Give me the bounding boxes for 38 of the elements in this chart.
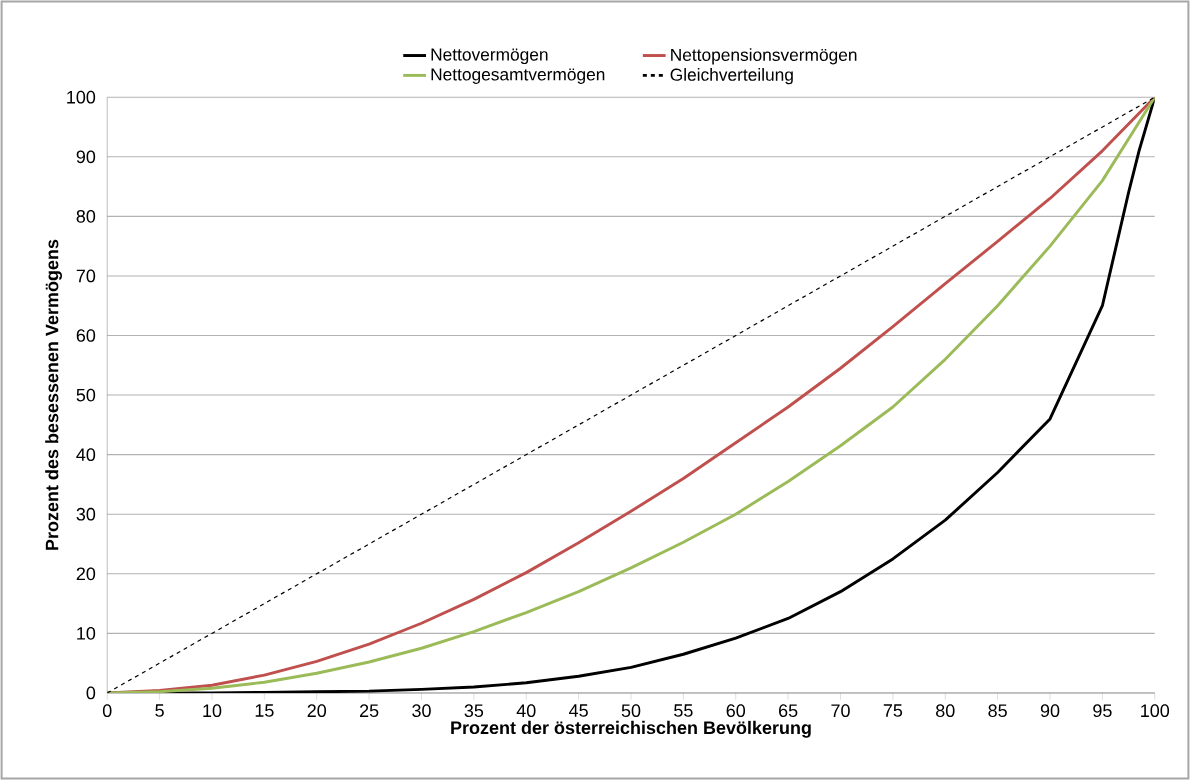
legend-label: Nettogesamtvermögen: [431, 68, 605, 84]
y-tick-label: 30: [76, 507, 96, 521]
x-tick-label: 40: [516, 704, 536, 717]
x-tick-label: 30: [412, 704, 431, 717]
x-tick-label: 50: [621, 704, 641, 717]
legend-label: Nettovermögen: [431, 48, 548, 64]
x-tick-label: 25: [360, 704, 379, 717]
y-tick-label: 80: [76, 209, 96, 223]
x-tick-label: 60: [726, 704, 746, 717]
y-tick-label: 20: [76, 567, 96, 581]
x-tick-label: 35: [464, 704, 484, 717]
y-tick-label: 0: [86, 686, 96, 700]
y-tick-label: 10: [77, 626, 96, 640]
legend-label: Gleichverteilung: [670, 68, 793, 85]
y-tick-label: 60: [76, 329, 96, 342]
y-axis-title: Prozent des besessenen Vermögens: [45, 239, 63, 550]
y-tick-label: 90: [76, 150, 96, 164]
x-tick-label: 80: [936, 704, 955, 717]
legend-label: Nettopensionsvermögen: [671, 48, 857, 65]
x-tick-label: 10: [203, 704, 222, 717]
x-tick-label: 5: [155, 704, 164, 717]
x-axis-title: Prozent der österreichischen Bevölkerung: [451, 720, 811, 738]
x-tick-label: 90: [1040, 704, 1060, 717]
x-tick-label: 65: [779, 704, 798, 717]
y-tick-label: 70: [76, 269, 96, 283]
x-tick-label: 20: [307, 704, 327, 717]
x-tick-label: 0: [102, 704, 112, 717]
x-tick-label: 70: [831, 704, 850, 717]
y-tick-label: 40: [76, 448, 96, 461]
x-tick-label: 95: [1093, 704, 1112, 717]
x-tick-label: 45: [569, 704, 588, 717]
x-tick-label: 55: [674, 704, 693, 717]
y-tick-label: 100: [67, 90, 96, 104]
x-tick-label: 85: [988, 704, 1007, 717]
y-tick-label: 50: [76, 388, 96, 402]
x-tick-label: 100: [1141, 704, 1170, 717]
x-tick-label: 15: [255, 704, 274, 717]
x-tick-label: 75: [883, 704, 903, 717]
